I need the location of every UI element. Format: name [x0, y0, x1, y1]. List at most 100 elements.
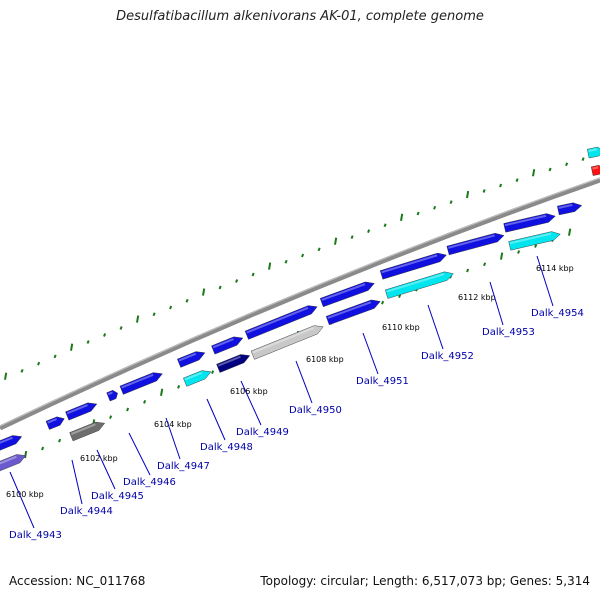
inner-tick	[109, 415, 113, 420]
outer-tick-ring	[4, 157, 585, 380]
gene-arrow	[384, 271, 454, 299]
gene-label: Dalk_4947	[157, 461, 210, 472]
inner-tick	[466, 268, 470, 273]
gene-arrow	[65, 402, 98, 421]
gene-arrow	[45, 416, 65, 430]
gene-label: Dalk_4944	[60, 506, 113, 517]
gene-leader-line	[128, 432, 151, 476]
outer-tick	[499, 183, 503, 188]
inner-tick	[211, 370, 215, 375]
outer-tick	[532, 169, 536, 177]
outer-tick	[4, 372, 8, 380]
genome-backbone-highlight	[0, 177, 600, 427]
inner-tick	[568, 228, 572, 236]
outer-tick	[37, 361, 41, 366]
gene-arrow	[106, 390, 118, 402]
outer-tick	[185, 298, 189, 303]
outer-tick	[383, 223, 387, 228]
gene-arrow	[69, 421, 106, 442]
outer-tick	[400, 213, 404, 222]
inner-tick	[160, 388, 164, 396]
outer-tick	[169, 305, 173, 310]
inner-tick	[483, 262, 487, 267]
outer-tick	[433, 205, 437, 210]
outer-tick	[152, 312, 156, 317]
gene-arrow	[119, 372, 163, 395]
outer-tick	[70, 343, 74, 351]
gene-arrow	[587, 146, 600, 159]
outer-tick	[86, 340, 90, 344]
inner-tick	[41, 446, 45, 451]
outer-tick	[301, 253, 305, 258]
feature-labels: 6100 kbp 6102 kbp 6104 kbp 6106 kbp 6108 kbp…	[6, 255, 584, 541]
outer-tick	[251, 272, 255, 277]
kbp-tick-label: 6110 kbp	[382, 323, 420, 332]
outer-tick	[284, 259, 288, 264]
gene-label: Dalk_4943	[9, 530, 62, 541]
outer-tick	[367, 229, 371, 234]
inner-tick	[58, 438, 62, 443]
outer-tick	[449, 200, 453, 205]
gene-arrow	[0, 454, 27, 473]
outer-tick	[317, 247, 321, 252]
gene-arrow	[590, 165, 600, 176]
outer-tick	[103, 333, 107, 337]
gene-leader-line	[536, 255, 554, 307]
gene-arrow	[508, 231, 561, 251]
outer-tick	[20, 369, 24, 373]
kbp-tick-label: 6112 kbp	[458, 293, 496, 302]
genome-summary: Topology: circular; Length: 6,517,073 bp…	[260, 574, 590, 588]
gene-arrow	[0, 435, 23, 454]
outer-tick	[466, 190, 470, 199]
inner-tick	[126, 407, 130, 412]
outer-tick	[515, 178, 519, 182]
gene-label: Dalk_4953	[482, 327, 535, 338]
gene-label: Dalk_4945	[91, 491, 144, 502]
gene-arrow	[250, 325, 324, 360]
gene-label: Dalk_4948	[200, 442, 253, 453]
outer-tick	[218, 285, 222, 290]
kbp-tick-label: 6104 kbp	[154, 420, 192, 429]
gene-leader-line	[240, 380, 262, 426]
inner-tick	[517, 250, 521, 254]
kbp-tick-label: 6106 kbp	[230, 387, 268, 396]
outer-tick	[119, 326, 123, 330]
inner-tick	[398, 294, 402, 298]
gene-arrow	[446, 233, 505, 256]
gene-arrow	[244, 305, 318, 340]
gene-arrow	[183, 370, 212, 387]
gene-leader-line	[489, 281, 504, 326]
accession-label: Accession: NC_011768	[9, 574, 146, 588]
gene-leader-line	[96, 449, 116, 490]
inner-tick	[500, 252, 504, 260]
inner-tick	[534, 244, 538, 248]
gene-leader-line	[427, 304, 444, 350]
outer-tick	[202, 288, 206, 296]
outer-tick	[53, 354, 57, 359]
gene-arrow	[216, 354, 251, 373]
inner-tick	[177, 384, 181, 389]
map-title: Desulfatibacillum alkenivorans AK-01, co…	[116, 9, 484, 24]
gene-leader-line	[206, 398, 226, 441]
gene-leader-line	[9, 471, 35, 529]
gene-arrow	[319, 281, 375, 308]
gene-arrow	[211, 336, 244, 355]
gene-label: Dalk_4952	[421, 351, 474, 362]
outer-tick	[136, 315, 140, 323]
gene-label: Dalk_4949	[236, 427, 289, 438]
gene-arrow	[379, 252, 447, 280]
outer-tick	[482, 189, 486, 193]
outer-tick	[268, 262, 272, 270]
gene-label: Dalk_4954	[531, 308, 584, 319]
outer-tick	[334, 237, 338, 245]
outer-tick	[235, 279, 239, 283]
gene-arrow	[503, 213, 556, 233]
inner-tick	[381, 300, 385, 305]
outer-tick	[416, 211, 420, 216]
gene-arrow	[557, 202, 583, 216]
gene-label: Dalk_4950	[289, 405, 342, 416]
inner-tick	[143, 399, 147, 404]
genome-backbone	[0, 177, 600, 431]
outer-tick	[548, 167, 552, 172]
